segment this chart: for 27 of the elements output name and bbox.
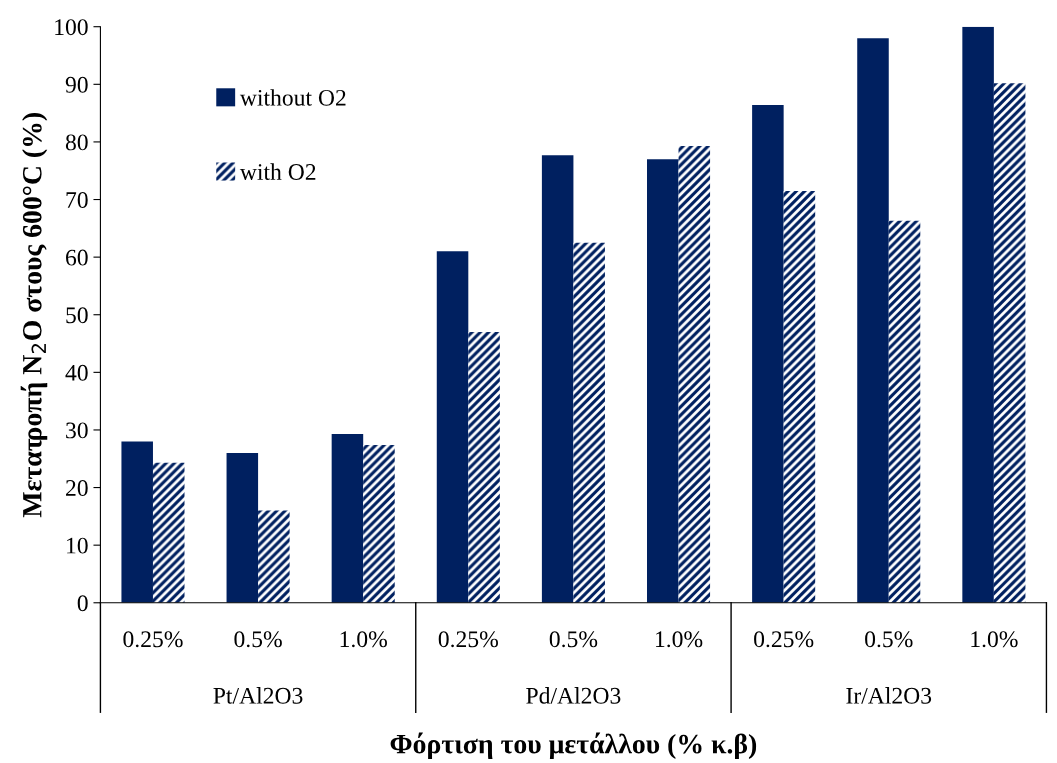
- x-tick-label: 1.0%: [340, 631, 387, 648]
- x-tick-label: 0.25%: [438, 631, 498, 648]
- y-tick-label: 90: [65, 76, 88, 93]
- y-tick-label: 60: [66, 249, 88, 266]
- x-axis-title: Φόρτιση του μετάλλου (% κ.β): [390, 732, 757, 760]
- y-tick-label: 70: [66, 192, 88, 208]
- x-tick-label: 0.5%: [549, 631, 598, 648]
- legend-label: without O2: [239, 89, 346, 106]
- y-tick-label: 80: [65, 134, 88, 151]
- x-tick-label: 0.5%: [865, 631, 913, 648]
- x-tick-label: 0.25%: [754, 631, 814, 648]
- y-tick-label: 20: [66, 480, 88, 496]
- x-tick-label: 0.5%: [234, 631, 282, 648]
- x-tick-label: 1.0%: [656, 631, 703, 648]
- y-axis-title: Μετατροπή N$_{2}$O στους 600°C (%): [20, 113, 48, 518]
- y-tick-label: 100: [55, 19, 88, 36]
- x-tick-label: 1.0%: [971, 631, 1018, 648]
- y-tick-label: 30: [66, 422, 88, 439]
- y-tick-label: 0: [77, 595, 88, 612]
- text: Ir/Al2O3: [846, 687, 932, 704]
- y-tick-label: 40: [65, 364, 88, 381]
- y-tick-label: 50: [66, 307, 88, 324]
- legend-label: with O2: [239, 163, 316, 180]
- text: Pt/Al2O3: [213, 687, 303, 704]
- y-tick-label: 10: [67, 537, 88, 554]
- x-tick-label: 0.25%: [123, 631, 183, 648]
- text: Pd/Al2O3: [526, 687, 621, 704]
